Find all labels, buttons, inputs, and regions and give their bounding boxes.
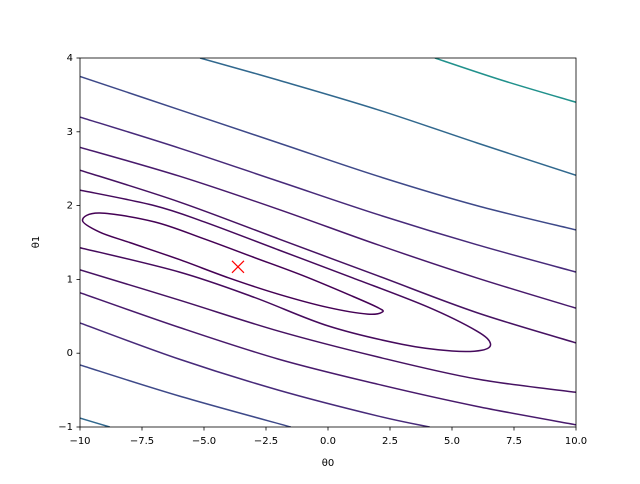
x-tick-label: 2.5 — [382, 436, 398, 447]
y-tick-label: 2 — [67, 201, 73, 212]
x-tick-label: 5.0 — [444, 436, 460, 447]
x-tick-label: −7.5 — [130, 436, 154, 447]
contour-line — [80, 322, 430, 427]
x-tick-label: −2.5 — [254, 436, 278, 447]
x-tick-label: −10 — [69, 436, 90, 447]
contour-line — [80, 116, 576, 273]
contour-line — [80, 169, 576, 344]
contour-line — [80, 364, 292, 427]
x-tick-label: −5.0 — [192, 436, 216, 447]
contour-line — [80, 291, 576, 426]
contour-line — [434, 58, 576, 103]
y-tick-label: −1 — [58, 422, 73, 433]
x-tick-label: 10.0 — [565, 436, 587, 447]
plot-area — [80, 58, 576, 427]
contour-line — [80, 146, 576, 309]
contour-line — [80, 269, 576, 394]
contour-line — [81, 212, 384, 315]
contour-line — [80, 75, 576, 231]
y-tick-label: 3 — [67, 127, 73, 138]
contour-line — [80, 189, 492, 353]
x-tick-label: 0.0 — [320, 436, 336, 447]
minimum-marker — [231, 260, 245, 274]
y-tick-label: 4 — [67, 53, 73, 64]
y-axis-label: θ1 — [31, 236, 42, 248]
x-axis-label: θ0 — [322, 458, 334, 469]
contour-line — [80, 417, 110, 427]
x-tick-label: 7.5 — [506, 436, 522, 447]
contour-line — [199, 58, 576, 177]
y-tick-label: 0 — [67, 348, 73, 359]
marker-cross — [231, 260, 245, 274]
axes-frame — [79, 57, 577, 428]
y-tick-label: 1 — [67, 274, 73, 285]
